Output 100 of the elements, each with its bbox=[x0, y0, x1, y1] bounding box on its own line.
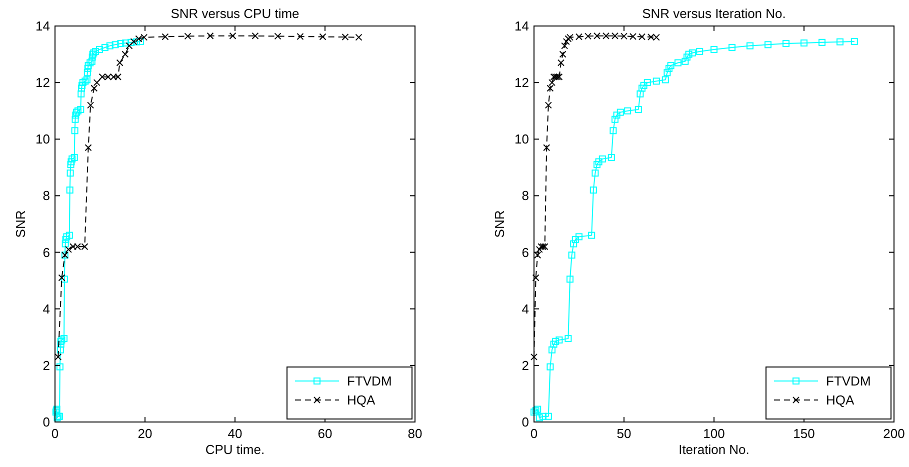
point bbox=[78, 90, 85, 98]
point bbox=[576, 33, 582, 40]
x-tick-label: 40 bbox=[228, 426, 242, 441]
point bbox=[184, 32, 192, 40]
point bbox=[92, 48, 99, 55]
point bbox=[550, 340, 558, 348]
point bbox=[67, 161, 74, 168]
point bbox=[84, 62, 92, 70]
point bbox=[252, 32, 259, 40]
point bbox=[62, 236, 70, 244]
y-tick-label: 14 bbox=[36, 18, 50, 34]
point bbox=[624, 107, 632, 114]
point bbox=[800, 39, 808, 46]
point bbox=[640, 82, 648, 89]
x-tick-label: 100 bbox=[703, 426, 725, 441]
chart-title: SNR versus Iteration No. bbox=[642, 6, 786, 21]
point bbox=[72, 116, 79, 123]
point bbox=[572, 236, 579, 244]
point bbox=[630, 32, 636, 40]
point bbox=[116, 59, 124, 66]
point bbox=[620, 32, 628, 40]
point bbox=[355, 34, 362, 41]
point bbox=[122, 50, 129, 58]
point bbox=[132, 38, 140, 46]
point bbox=[530, 408, 538, 416]
point bbox=[274, 32, 282, 40]
point bbox=[54, 353, 62, 360]
point bbox=[616, 108, 624, 116]
point bbox=[101, 44, 108, 51]
point bbox=[556, 336, 563, 344]
point bbox=[682, 58, 689, 65]
point bbox=[595, 158, 602, 166]
y-tick-label: 2 bbox=[522, 358, 529, 373]
x-axis-title: CPU time. bbox=[205, 442, 265, 457]
point bbox=[561, 42, 568, 50]
point bbox=[594, 161, 600, 168]
point bbox=[62, 240, 69, 248]
point bbox=[536, 414, 543, 422]
point bbox=[126, 42, 133, 50]
point bbox=[532, 407, 540, 414]
point bbox=[87, 102, 94, 109]
point bbox=[558, 59, 564, 66]
point bbox=[66, 170, 74, 177]
point bbox=[93, 79, 100, 86]
point bbox=[66, 186, 74, 194]
point bbox=[564, 335, 572, 342]
point bbox=[666, 64, 672, 72]
point bbox=[613, 112, 620, 119]
y-tick-label: 0 bbox=[42, 414, 50, 430]
point bbox=[543, 144, 550, 152]
x-tick-label: 60 bbox=[318, 426, 332, 441]
y-tick-label: 12 bbox=[36, 75, 50, 90]
y-tick-label: 14 bbox=[514, 18, 529, 34]
point bbox=[540, 412, 546, 420]
point bbox=[79, 79, 86, 86]
point bbox=[88, 54, 96, 61]
point bbox=[96, 46, 104, 53]
point bbox=[590, 186, 597, 194]
y-tick-label: 6 bbox=[42, 244, 50, 260]
point bbox=[710, 46, 718, 53]
point bbox=[634, 106, 642, 113]
y-tick-label: 10 bbox=[514, 132, 529, 147]
point bbox=[818, 38, 826, 46]
point bbox=[106, 42, 114, 50]
y-tick-label: 2 bbox=[42, 358, 50, 373]
y-tick-label: 8 bbox=[522, 188, 529, 204]
point bbox=[566, 276, 574, 283]
point bbox=[58, 274, 66, 282]
legend-label: HQA bbox=[347, 392, 376, 408]
point bbox=[530, 353, 538, 360]
point bbox=[652, 78, 660, 85]
point bbox=[764, 41, 772, 48]
point bbox=[60, 335, 68, 342]
x-tick-label: 50 bbox=[616, 426, 632, 441]
point bbox=[552, 338, 560, 345]
point bbox=[638, 84, 646, 92]
point bbox=[636, 90, 644, 98]
point bbox=[342, 34, 349, 41]
point bbox=[534, 252, 542, 259]
point bbox=[562, 38, 570, 46]
x-tick-label: 150 bbox=[793, 426, 815, 441]
chart-title: SNR versus CPU time bbox=[170, 6, 300, 21]
point bbox=[576, 233, 582, 240]
point bbox=[592, 170, 599, 177]
point bbox=[688, 49, 696, 56]
legend-label: FTVDM bbox=[347, 374, 392, 388]
point bbox=[90, 84, 98, 92]
x-tick-label: 20 bbox=[138, 426, 152, 441]
point bbox=[664, 69, 671, 76]
point bbox=[638, 33, 646, 40]
point bbox=[667, 62, 674, 70]
point bbox=[77, 106, 84, 113]
point bbox=[544, 102, 552, 109]
legend-label: FTVDM bbox=[826, 374, 871, 388]
point bbox=[728, 44, 736, 51]
point bbox=[608, 154, 615, 162]
y-tick-label: 8 bbox=[42, 188, 50, 204]
point bbox=[546, 363, 554, 370]
point bbox=[117, 40, 124, 48]
x-tick-label: 80 bbox=[408, 426, 422, 441]
